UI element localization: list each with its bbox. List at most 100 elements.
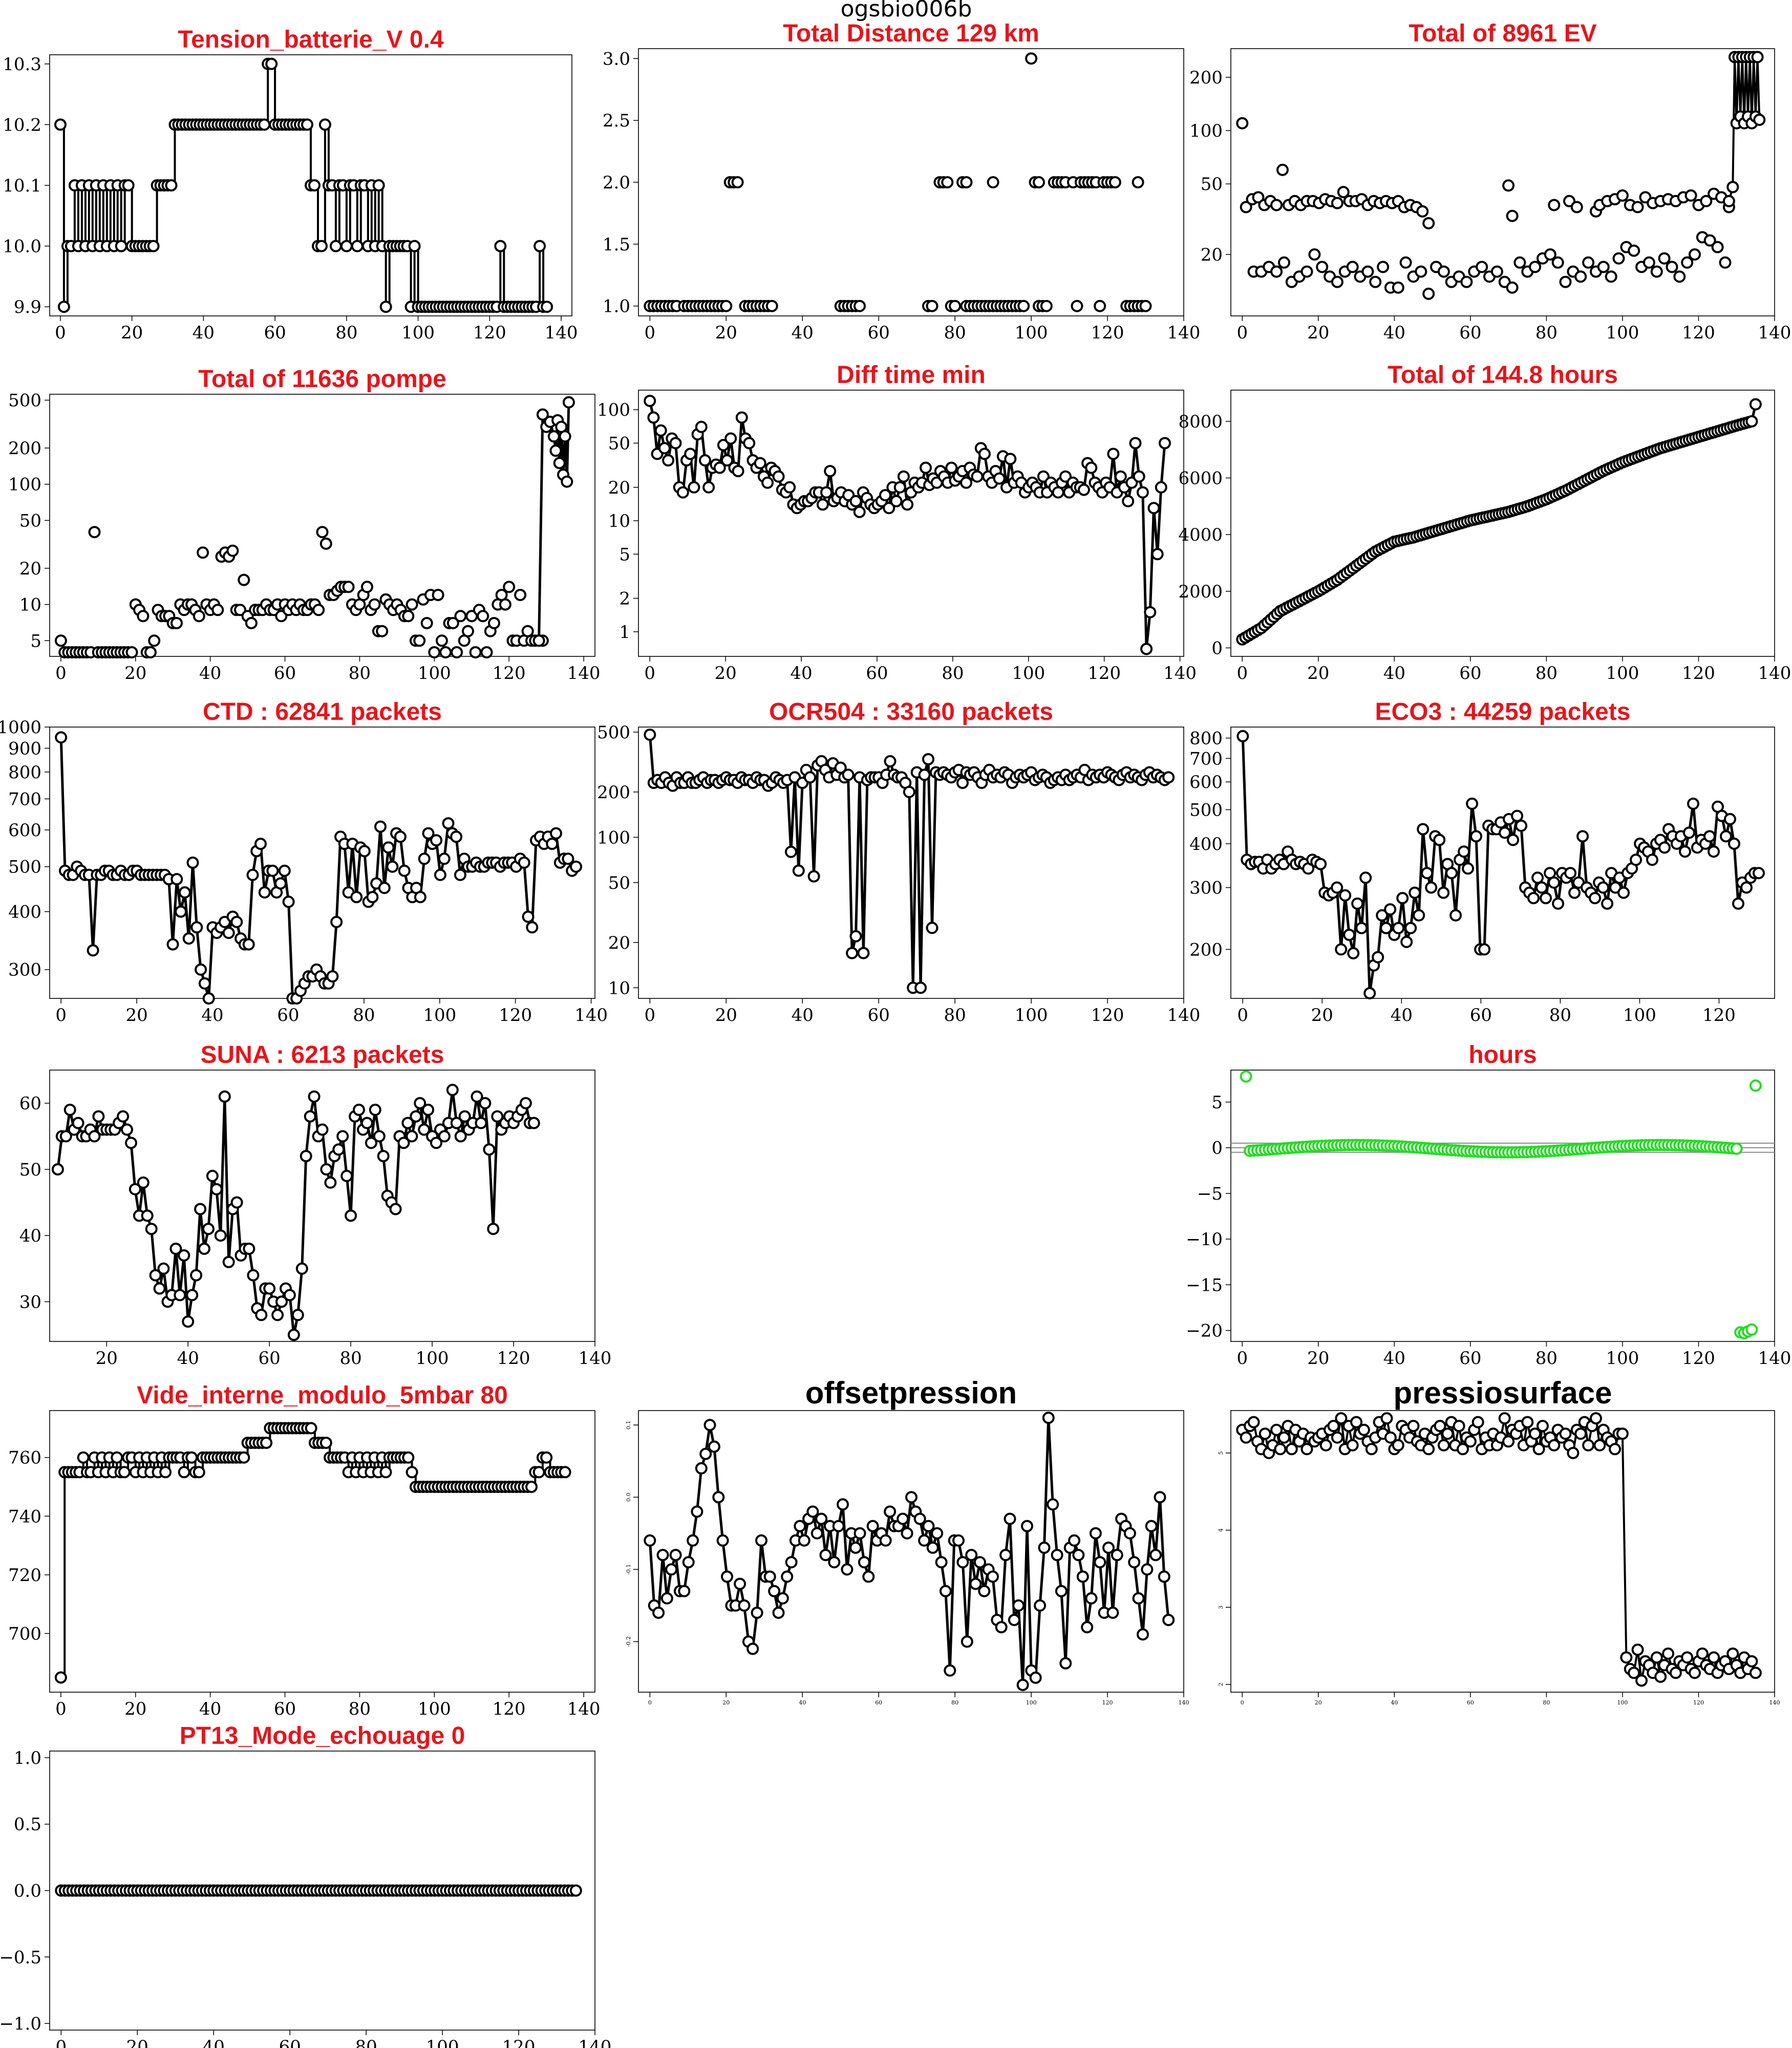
- data-point: [1363, 987, 1376, 999]
- data-point: [247, 1269, 260, 1282]
- data-point: [781, 1570, 794, 1583]
- data-point: [480, 646, 493, 658]
- x-tick-label: 120: [502, 2037, 536, 2048]
- y-tick-label: 600: [1189, 772, 1223, 793]
- y-tick-label: 20: [608, 933, 630, 953]
- data-point: [949, 300, 962, 312]
- x-tick-label: 20: [121, 323, 143, 343]
- x-tick-label: 0: [1236, 1348, 1248, 1369]
- x-tick-label: 20: [96, 1348, 118, 1369]
- data-point: [1078, 483, 1090, 496]
- data-point: [1531, 871, 1544, 884]
- data-point: [987, 176, 999, 188]
- data-point: [59, 1130, 72, 1143]
- data-point: [115, 240, 127, 252]
- chart-panel-p10: SUNA : 6213 packets 20 40 60 80 100 120 140 30 40…: [19, 1041, 612, 1369]
- y-tick-label: 4: [1218, 1528, 1224, 1532]
- data-point: [866, 1520, 879, 1532]
- x-tick-label: 100: [416, 1348, 449, 1369]
- x-tick-label: 0: [55, 323, 66, 343]
- plot-frame: [1230, 727, 1775, 999]
- data-point: [1425, 881, 1438, 894]
- data-point: [669, 437, 682, 450]
- x-tick-label: 60: [868, 323, 890, 343]
- data-point: [1055, 1585, 1068, 1597]
- data-point: [695, 420, 708, 433]
- data-point: [295, 1262, 308, 1275]
- x-tick-label: 40: [201, 1005, 223, 1026]
- data-point: [1631, 201, 1644, 214]
- data-point: [518, 856, 530, 869]
- data-point: [54, 118, 67, 131]
- data-point: [413, 634, 426, 647]
- data-point: [807, 870, 820, 883]
- data-point: [1635, 1674, 1648, 1687]
- data-point: [1515, 819, 1528, 832]
- data-point: [1499, 826, 1511, 839]
- data-point: [1740, 881, 1753, 894]
- panels-group: Tension_batterie_V 0.40 20 40 60 80 100 120 140…: [0, 20, 1791, 2048]
- data-point: [828, 1556, 841, 1569]
- chart-panel-p8: OCR504 : 33160 packets 0 20 40 60 80 100 120 140…: [597, 698, 1200, 1026]
- data-point: [1548, 1439, 1561, 1452]
- data-point: [263, 1282, 276, 1295]
- data-point: [1441, 1427, 1454, 1440]
- data-point: [1404, 922, 1417, 934]
- data-point: [772, 470, 785, 483]
- data-point: [1016, 1678, 1029, 1691]
- data-point: [230, 915, 243, 928]
- data-point: [398, 864, 411, 877]
- y-tick-label: 50: [19, 1160, 41, 1180]
- data-point: [903, 785, 915, 798]
- data-point: [1631, 1644, 1644, 1656]
- data-point: [540, 1451, 553, 1464]
- data-point: [125, 1137, 137, 1149]
- x-tick-label: 20: [1307, 1348, 1329, 1369]
- data-point: [1708, 845, 1720, 858]
- x-tick-label: 140: [1163, 663, 1197, 684]
- data-point: [1464, 1435, 1477, 1448]
- data-point: [1570, 201, 1583, 214]
- data-point: [1149, 1549, 1162, 1562]
- data-point: [1422, 217, 1435, 229]
- y-tick-label: 400: [1189, 834, 1223, 855]
- data-point: [905, 1491, 918, 1504]
- data-point: [1535, 881, 1548, 894]
- data-point: [1466, 797, 1479, 810]
- data-series: [1236, 398, 1762, 646]
- data-point: [1726, 1647, 1739, 1660]
- data-point: [755, 1534, 767, 1547]
- chart-panel-p6: Total of 144.8 hours 0 20 40 60 80 100 120 140 0 2…: [1178, 361, 1791, 684]
- data-point: [849, 495, 862, 507]
- data-point: [301, 118, 313, 131]
- data-point: [1270, 1423, 1283, 1436]
- y-tick-label: 200: [1189, 68, 1223, 88]
- x-tick-label: 40: [1383, 323, 1405, 343]
- data-point: [87, 944, 99, 957]
- data-point: [703, 1419, 716, 1432]
- series-line: [60, 1427, 565, 1679]
- data-point: [884, 1505, 897, 1518]
- x-tick-label: 60: [1459, 323, 1481, 343]
- data-series: [644, 395, 1171, 655]
- data-point: [291, 1309, 304, 1321]
- data-point: [1331, 1431, 1343, 1444]
- data-point: [720, 300, 733, 312]
- data-point: [386, 860, 399, 873]
- x-tick-label: 40: [1391, 1005, 1413, 1026]
- data-point: [1380, 922, 1393, 934]
- y-tick-label: 5: [619, 544, 630, 565]
- data-point: [1593, 1439, 1606, 1452]
- data-point: [1460, 275, 1473, 288]
- data-point: [1335, 1412, 1348, 1425]
- x-tick-label: 0: [56, 2037, 67, 2048]
- data-point: [329, 240, 342, 252]
- data-point: [1582, 256, 1595, 269]
- data-series: [54, 396, 575, 658]
- data-point: [1551, 256, 1564, 269]
- data-point: [849, 930, 862, 943]
- data-point: [1749, 1667, 1762, 1679]
- data-point: [716, 1534, 729, 1547]
- data-point: [901, 1527, 913, 1540]
- data-point: [330, 915, 343, 928]
